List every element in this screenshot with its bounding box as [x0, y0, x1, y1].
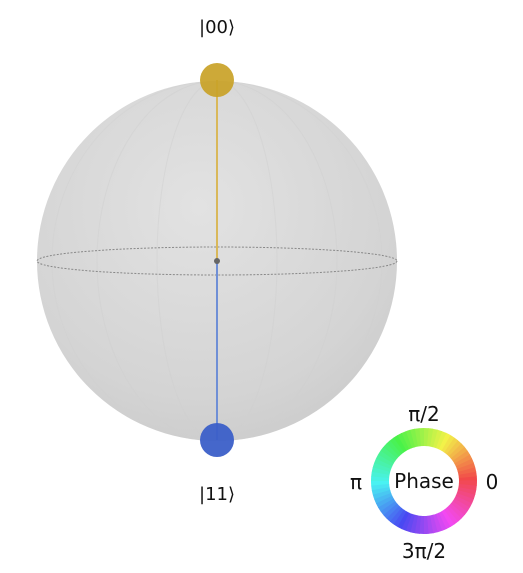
phase-wheel-segment	[426, 428, 434, 447]
phase-wheel-segment	[457, 466, 477, 475]
phase-wheel-segment	[389, 507, 405, 525]
phase-wheel-segment	[435, 430, 447, 450]
phase-wheel-segment	[448, 503, 466, 519]
phase-wheel-segment	[410, 514, 419, 534]
phase-wheel-segment	[393, 435, 407, 453]
phase-wheel-segment	[405, 513, 416, 533]
phase-wheel-segment	[458, 471, 477, 478]
phase-wheel-segment	[423, 428, 429, 447]
phase-wheel-segment	[397, 511, 410, 530]
phase-wheel-segment	[452, 450, 470, 464]
phase-wheel-segment	[441, 509, 455, 527]
phase-label-top: π/2	[408, 402, 440, 426]
phase-wheel-segment	[401, 512, 413, 532]
phase-wheel-segment	[371, 484, 390, 491]
phase-wheel-segment	[450, 446, 468, 461]
state-point-11	[200, 423, 234, 457]
phase-wheel-segment	[433, 513, 443, 533]
phase-wheel-segment	[448, 443, 465, 459]
phase-wheel-segment	[443, 437, 459, 455]
equator	[36, 246, 398, 276]
phase-wheel-segment	[371, 471, 390, 479]
phase-wheel-segment	[429, 428, 438, 448]
phase-wheel-segment	[450, 500, 468, 516]
phase-wheel-segment	[454, 495, 473, 508]
phase-wheel-segment	[377, 450, 396, 464]
phase-wheel-segment	[414, 515, 422, 534]
phase-wheel-segment	[455, 492, 475, 504]
phase-wheel-segment	[371, 481, 390, 487]
phase-wheel-segment	[389, 437, 404, 455]
phase-wheel-segment	[371, 476, 390, 482]
state-label-11: |11⟩	[199, 484, 235, 505]
phase-wheel-segment	[438, 432, 451, 451]
phase-wheel-segment	[424, 515, 430, 534]
phase-wheel-segment	[455, 457, 474, 470]
phase-wheel-segment	[380, 446, 398, 462]
phase-wheel-segment	[393, 509, 407, 528]
phase-wheel-segment	[386, 505, 402, 523]
phase-wheel-segment	[452, 498, 471, 512]
phase-wheel-segment	[441, 434, 455, 453]
phase-wheel-segment	[383, 503, 400, 519]
phase-wheel-segment	[414, 428, 421, 447]
phase-wheel-segment	[430, 514, 439, 534]
phase-label-bottom: 3π/2	[402, 539, 446, 563]
phase-wheel-segment	[400, 431, 413, 450]
phase-wheel-segment	[382, 443, 400, 459]
phase-wheel-center-label: Phase	[394, 469, 454, 493]
phase-wheel-segment	[374, 492, 393, 505]
phase-wheel-segment	[457, 486, 477, 495]
phase-wheel-segment	[405, 429, 415, 449]
phase-wheel-segment	[418, 428, 424, 447]
phase-wheel-segment	[375, 495, 394, 509]
phase-wheel-segment	[409, 428, 418, 448]
sphere-facets	[51, 81, 383, 441]
phase-wheel-segment	[458, 475, 477, 481]
phase-wheel-segment	[456, 462, 476, 472]
phase-wheel-segment	[427, 515, 434, 534]
phase-wheel-segment	[456, 489, 476, 500]
phase-wheel-segment	[371, 467, 391, 476]
phase-label-right: 0	[486, 470, 499, 494]
phase-wheel-segment	[419, 515, 425, 534]
state-label-00: |00⟩	[199, 17, 235, 38]
phase-wheel-segment	[378, 498, 396, 512]
phase-wheel-segment	[386, 440, 402, 457]
phase-wheel-segment	[458, 483, 477, 491]
sphere-center	[214, 258, 220, 264]
phase-wheel-segment	[396, 432, 410, 451]
phase-wheel-segment	[446, 505, 462, 522]
phase-wheel-segment	[371, 487, 391, 496]
phase-wheel-segment	[375, 454, 394, 467]
phase-wheel-segment	[438, 511, 452, 530]
phase-label-left: π	[350, 470, 362, 494]
phase-wheel-segment	[432, 429, 443, 449]
phase-wheel-segment	[446, 439, 462, 457]
phase-wheel-segment	[444, 507, 459, 525]
phase-wheel-segment	[458, 480, 477, 486]
phase-wheel-segment	[454, 453, 473, 467]
phase-wheel-segment	[380, 501, 398, 516]
phase-wheel	[371, 428, 477, 534]
phase-wheel-segment	[435, 512, 448, 531]
phase-wheel-segment	[373, 458, 393, 470]
phase-wheel-segment	[372, 490, 392, 500]
phase-wheel-segment	[372, 462, 392, 473]
state-point-00	[200, 63, 234, 97]
